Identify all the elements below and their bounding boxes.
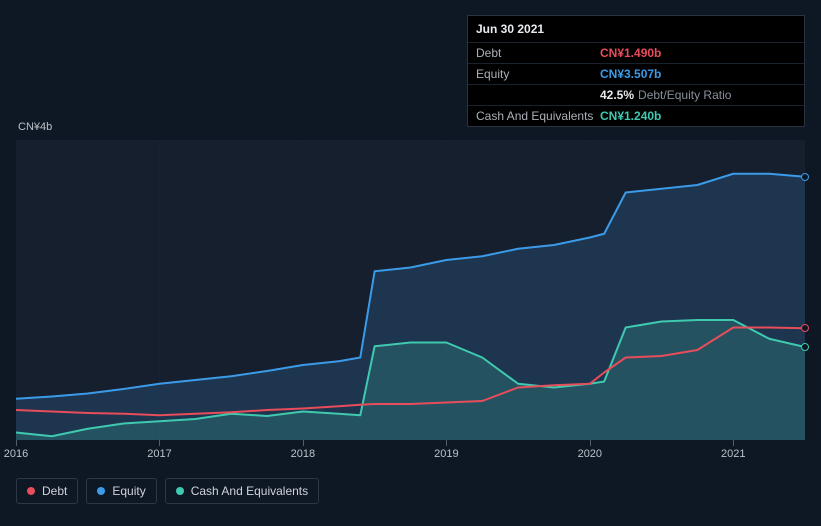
tooltip-row: EquityCN¥3.507b [468,64,804,85]
xaxis-tick [446,440,447,446]
xaxis-label: 2016 [4,448,28,460]
cash-end-marker [801,343,809,351]
xaxis-label: 2018 [291,448,315,460]
legend-dot-icon [176,487,184,495]
legend-item-cash-and-equivalents[interactable]: Cash And Equivalents [165,478,319,504]
legend-item-equity[interactable]: Equity [86,478,156,504]
tooltip-row-value: 42.5%Debt/Equity Ratio [600,88,731,102]
xaxis: 201620172018201920202021 [16,440,805,464]
legend-item-debt[interactable]: Debt [16,478,78,504]
tooltip-row-value: CN¥1.240b [600,109,661,123]
debt-end-marker [801,324,809,332]
yaxis-label-max: CN¥4b [18,121,52,133]
xaxis-label: 2019 [434,448,458,460]
legend-item-label: Debt [42,484,67,498]
tooltip-row-value: CN¥3.507b [600,67,661,81]
tooltip-row-sublabel: Debt/Equity Ratio [638,88,731,102]
xaxis-tick [590,440,591,446]
tooltip-row: DebtCN¥1.490b [468,43,804,64]
xaxis-tick [303,440,304,446]
tooltip-row: 42.5%Debt/Equity Ratio [468,85,804,106]
legend-dot-icon [97,487,105,495]
tooltip-date: Jun 30 2021 [468,16,804,43]
xaxis-tick [159,440,160,446]
tooltip-row-label: Cash And Equivalents [476,109,600,123]
xaxis-tick [16,440,17,446]
tooltip-row-label: Debt [476,46,600,60]
xaxis-tick [733,440,734,446]
chart-tooltip: Jun 30 2021 DebtCN¥1.490bEquityCN¥3.507b… [467,15,805,127]
legend-dot-icon [27,487,35,495]
legend-item-label: Equity [112,484,145,498]
tooltip-row-value: CN¥1.490b [600,46,661,60]
legend-item-label: Cash And Equivalents [191,484,308,498]
equity-end-marker [801,173,809,181]
chart-plot-area[interactable] [16,140,805,440]
tooltip-row-label: Equity [476,67,600,81]
tooltip-row-label [476,88,600,102]
xaxis-label: 2017 [147,448,171,460]
tooltip-row: Cash And EquivalentsCN¥1.240b [468,106,804,126]
xaxis-label: 2021 [721,448,745,460]
xaxis-label: 2020 [578,448,602,460]
legend: Debt Equity Cash And Equivalents [16,478,319,504]
chart-svg [16,140,805,440]
